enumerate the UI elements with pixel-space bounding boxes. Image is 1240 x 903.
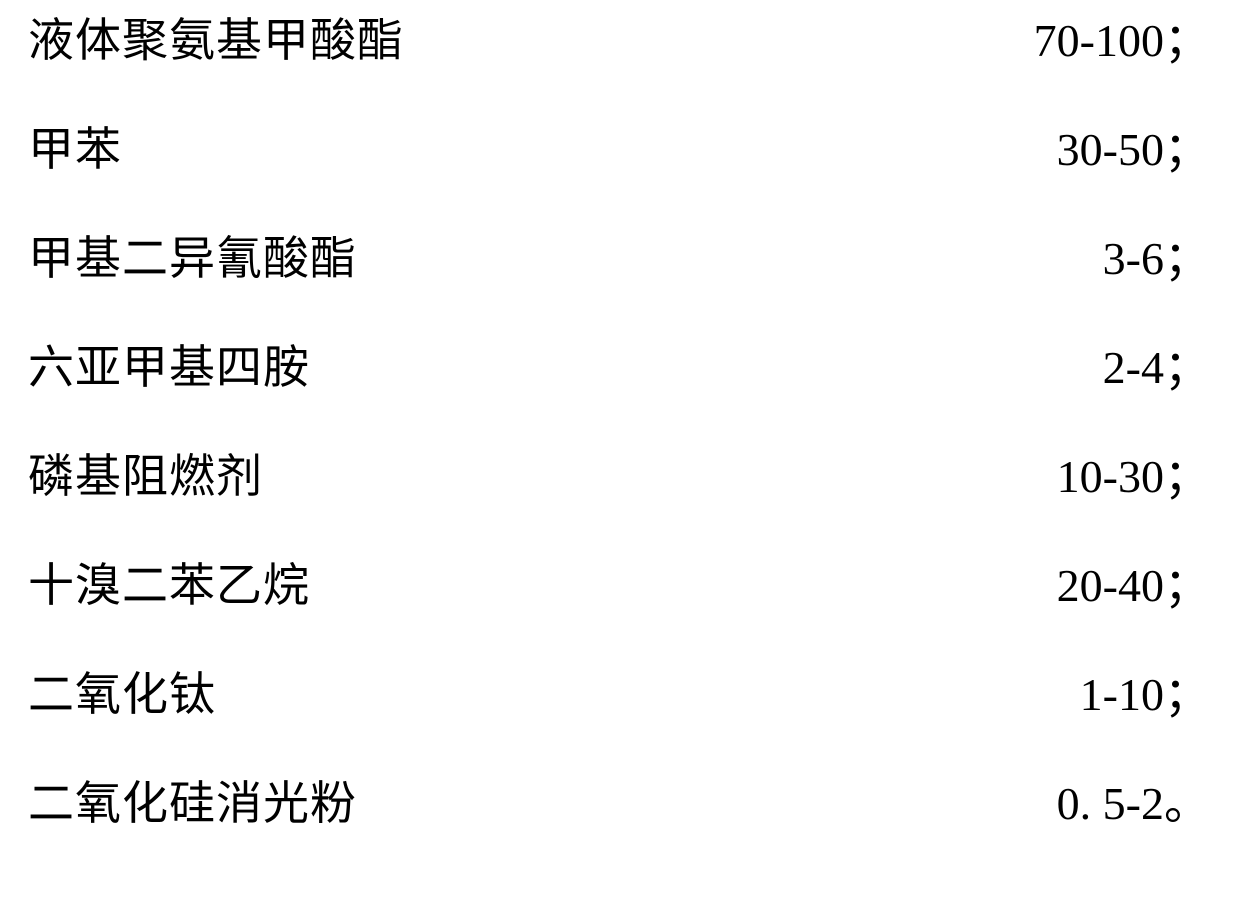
- ingredient-label: 液体聚氨基甲酸酯: [28, 18, 404, 64]
- ingredient-value: 70-100；: [990, 18, 1210, 64]
- ingredient-label: 六亚甲基四胺: [28, 345, 310, 391]
- table-row: 二氧化硅消光粉 0. 5-2。: [28, 781, 1210, 827]
- ingredient-list: 液体聚氨基甲酸酯 70-100； 甲苯 30-50； 甲基二异氰酸酯 3-6； …: [0, 0, 1240, 903]
- table-row: 十溴二苯乙烷 20-40；: [28, 563, 1210, 609]
- ingredient-label: 二氧化硅消光粉: [28, 781, 357, 827]
- ingredient-value: 30-50；: [990, 127, 1210, 173]
- ingredient-label: 磷基阻燃剂: [28, 454, 263, 500]
- table-row: 磷基阻燃剂 10-30；: [28, 454, 1210, 500]
- ingredient-value: 2-4；: [990, 345, 1210, 391]
- table-row: 甲苯 30-50；: [28, 127, 1210, 173]
- table-row: 液体聚氨基甲酸酯 70-100；: [28, 18, 1210, 64]
- table-row: 二氧化钛 1-10；: [28, 672, 1210, 718]
- ingredient-label: 二氧化钛: [28, 672, 216, 718]
- ingredient-value: 3-6；: [990, 236, 1210, 282]
- ingredient-value: 0. 5-2。: [990, 781, 1210, 827]
- table-row: 甲基二异氰酸酯 3-6；: [28, 236, 1210, 282]
- ingredient-label: 甲基二异氰酸酯: [28, 236, 357, 282]
- ingredient-value: 20-40；: [990, 563, 1210, 609]
- ingredient-value: 1-10；: [990, 672, 1210, 718]
- table-row: 六亚甲基四胺 2-4；: [28, 345, 1210, 391]
- ingredient-label: 甲苯: [28, 127, 122, 173]
- ingredient-label: 十溴二苯乙烷: [28, 563, 310, 609]
- ingredient-value: 10-30；: [990, 454, 1210, 500]
